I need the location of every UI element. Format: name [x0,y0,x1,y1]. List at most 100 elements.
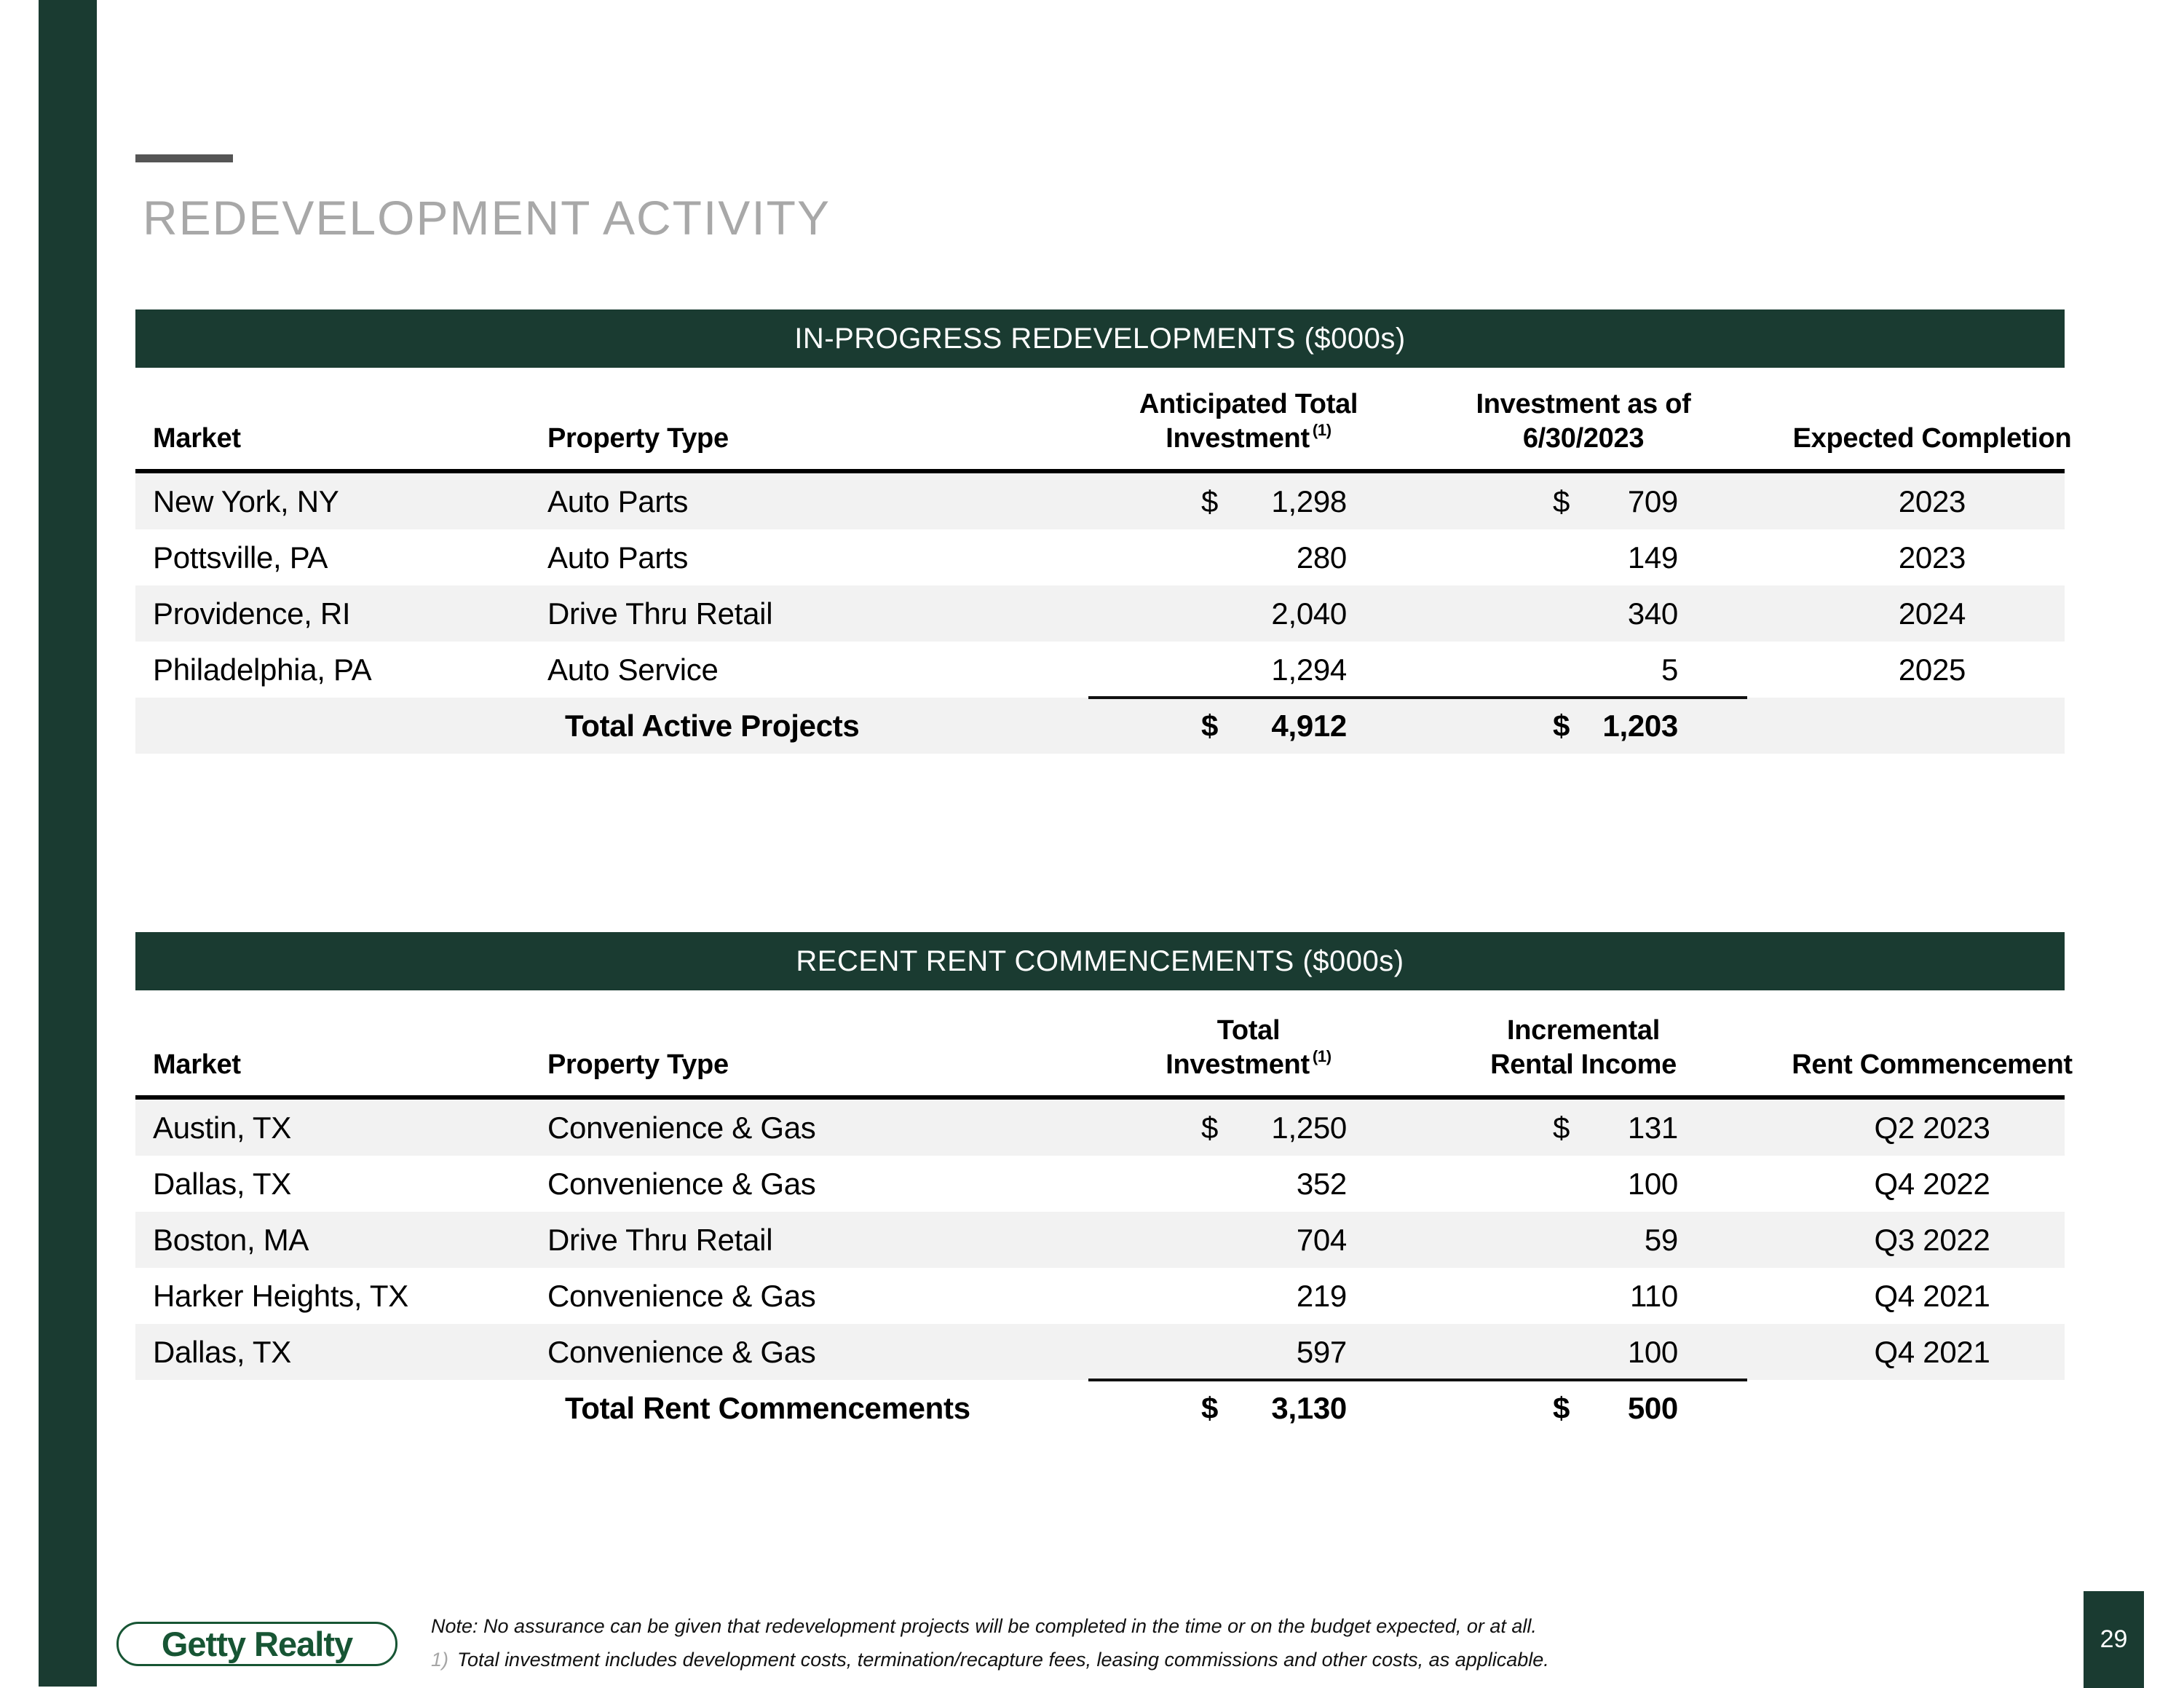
header-line-2: Investment [1166,1049,1310,1080]
cell-expected-completion: 2023 [1898,484,1966,518]
cell-market: Harker Heights, TX [153,1279,408,1313]
cell-market: Austin, TX [153,1111,291,1145]
cell-total-investment: $1,250 [1201,1100,1347,1156]
col-header-property-type: Property Type [547,423,729,454]
cell-market: Dallas, TX [153,1167,291,1201]
amount: 149 [1627,540,1678,575]
table-row: Boston, MA Drive Thru Retail 704 59 Q3 2… [135,1212,2065,1268]
footnote-marker: 1) [431,1649,449,1671]
currency-symbol: $ [1553,1111,1570,1145]
cell-incremental-rental-income: 100 [1553,1156,1678,1212]
cell-expected-completion: 2023 [1898,540,1966,575]
cell-incremental-rental-income: 110 [1553,1268,1678,1324]
amount: 709 [1627,484,1678,518]
cell-incremental-rental-income: $131 [1553,1100,1678,1156]
title-accent-dash [135,154,233,162]
cell-investment-as-of: 5 [1553,642,1678,698]
amount: 1,203 [1602,709,1678,743]
cell-anticipated-investment: 280 [1201,529,1347,585]
table-row: Philadelphia, PA Auto Service 1,294 5 20… [135,642,2065,698]
currency-symbol: $ [1553,709,1570,743]
cell-investment-as-of: $709 [1553,473,1678,529]
amount: 1,250 [1271,1111,1347,1145]
subtotal-rule [1088,1379,1747,1381]
cell-property-type: Convenience & Gas [547,1279,816,1313]
header-line-2: Investment [1166,423,1310,454]
total-row: Total Active Projects $4,912 $1,203 [135,696,2065,754]
col-header-expected-completion: Expected Completion [1792,423,2072,454]
table-row: Harker Heights, TX Convenience & Gas 219… [135,1268,2065,1324]
cell-market: Dallas, TX [153,1335,291,1369]
cell-property-type: Convenience & Gas [547,1167,816,1201]
recent-rent-commencements-table: RECENT RENT COMMENCEMENTS ($000s) Market… [135,932,2073,1436]
header-line-1: Anticipated Total [1139,389,1358,419]
table-row: Dallas, TX Convenience & Gas 352 100 Q4 … [135,1156,2065,1212]
cell-property-type: Convenience & Gas [547,1335,816,1369]
cell-total-investment: 219 [1201,1268,1347,1324]
cell-rent-commencement: Q4 2021 [1874,1279,1990,1313]
footnote: 1) Total investment includes development … [431,1647,1549,1672]
cell-total-investment-as-of: $1,203 [1553,698,1678,754]
currency-symbol: $ [1201,1111,1219,1145]
total-row: Total Rent Commencements $3,130 $500 [135,1379,2065,1436]
amount: 110 [1629,1279,1678,1313]
cell-investment-as-of: 149 [1553,529,1678,585]
header-line-2: 6/30/2023 [1522,423,1645,454]
cell-total-investment: 597 [1201,1324,1347,1380]
cell-incremental-rental-income: 59 [1553,1212,1678,1268]
cell-property-type: Auto Parts [547,484,689,518]
subtotal-rule [1088,696,1747,699]
cell-property-type: Drive Thru Retail [547,596,773,631]
amount: 704 [1296,1223,1347,1257]
cell-expected-completion: 2025 [1898,652,1966,687]
currency-symbol: $ [1201,1391,1219,1425]
amount: 340 [1627,596,1678,631]
amount: 2,040 [1271,596,1347,631]
amount: 100 [1627,1167,1678,1201]
amount: 5 [1661,652,1678,687]
col-header-investment-as-of: Investment as of 6/30/2023 [1460,387,1707,456]
table-row: New York, NY Auto Parts $1,298 $709 2023 [135,473,2065,529]
cell-market: New York, NY [153,484,339,518]
cell-anticipated-investment: $1,298 [1201,473,1347,529]
cell-property-type: Auto Parts [547,540,689,575]
amount: 219 [1296,1279,1347,1313]
table-row: Austin, TX Convenience & Gas $1,250 $131… [135,1100,2065,1156]
cell-market: Providence, RI [153,596,351,631]
page-number: 29 [2100,1625,2128,1653]
col-header-market: Market [153,1049,241,1080]
amount: 131 [1627,1111,1678,1145]
amount: 1,294 [1271,652,1347,687]
currency-symbol: $ [1201,709,1219,743]
currency-symbol: $ [1553,1391,1570,1425]
total-label: Total Active Projects [565,709,860,743]
cell-expected-completion: 2024 [1898,596,1966,631]
table-row: Pottsville, PA Auto Parts 280 149 2023 [135,529,2065,585]
header-line-1: Investment as of [1476,389,1691,419]
amount: 4,912 [1271,709,1347,743]
footnote-ref: (1) [1312,421,1332,439]
amount: 3,130 [1271,1391,1347,1425]
cell-total-investment: 352 [1201,1156,1347,1212]
in-progress-redevelopments-table: IN-PROGRESS REDEVELOPMENTS ($000s) Marke… [135,309,2072,754]
cell-rent-commencement: Q4 2022 [1874,1167,1990,1201]
cell-market: Pottsville, PA [153,540,328,575]
cell-total-investment: $3,130 [1201,1380,1347,1436]
cell-rent-commencement: Q3 2022 [1874,1223,1990,1257]
cell-property-type: Auto Service [547,652,719,687]
disclaimer-note: Note: No assurance can be given that red… [431,1615,1537,1637]
cell-anticipated-investment: 1,294 [1201,642,1347,698]
cell-market: Philadelphia, PA [153,652,372,687]
amount: 352 [1296,1167,1347,1201]
left-accent-bar [39,0,97,1687]
table-row: Dallas, TX Convenience & Gas 597 100 Q4 … [135,1324,2065,1380]
cell-market: Boston, MA [153,1223,309,1257]
col-header-rent-commencement: Rent Commencement [1792,1049,2073,1080]
header-line-1: Total [1216,1015,1281,1046]
cell-incremental-rental-income: 100 [1553,1324,1678,1380]
column-headers: Market Property Type Anticipated Total I… [135,368,2072,473]
amount: 280 [1296,540,1347,575]
col-header-incremental-rental-income: Incremental Rental Income [1460,1014,1707,1082]
amount: 597 [1296,1335,1347,1369]
col-header-market: Market [153,423,241,454]
